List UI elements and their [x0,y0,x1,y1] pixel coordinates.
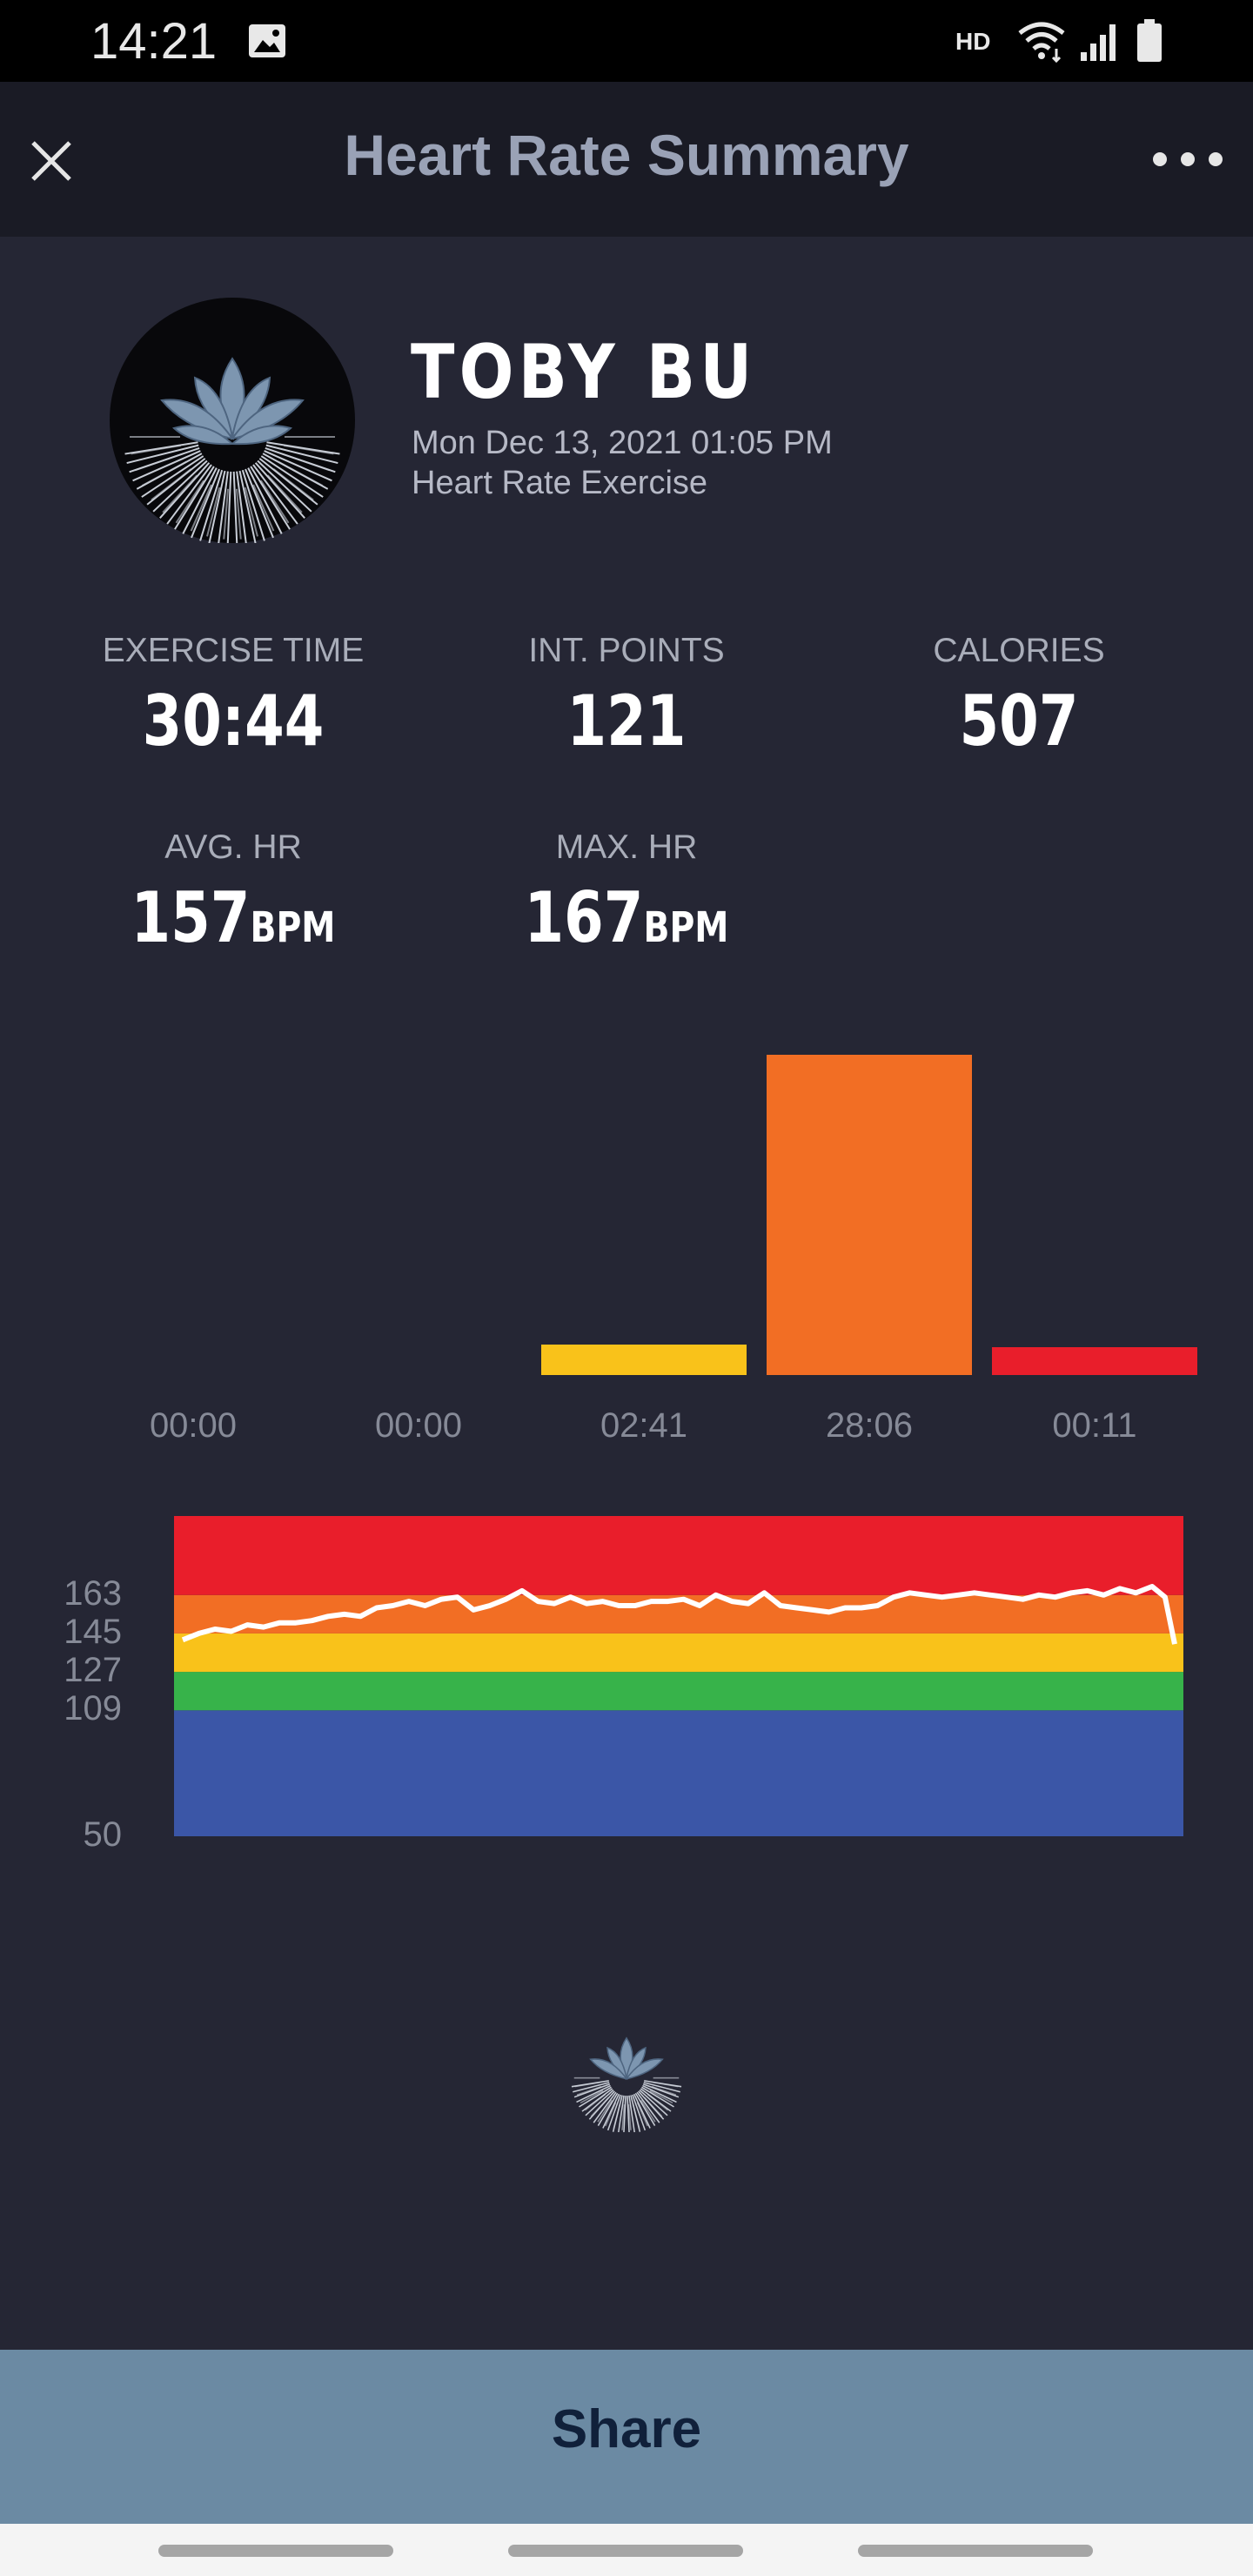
page-title: Heart Rate Summary [344,123,909,187]
avatar [110,298,355,546]
close-icon[interactable] [30,139,73,183]
signal-icon [1081,24,1116,61]
zone-bar [541,1344,747,1375]
calories-value: 507 [959,681,1079,761]
nav-recents-button[interactable] [158,2545,393,2557]
more-icon[interactable] [1150,150,1225,169]
hr-zone-band [174,1710,1183,1836]
user-name: TOBY BU [411,329,757,416]
exercise-type: Heart Rate Exercise [412,465,708,501]
int-points-label: INT. POINTS [528,632,725,669]
app-header [0,82,1253,237]
avg-hr-unit: BPM [250,903,336,952]
hr-y-tick: 109 [64,1689,122,1728]
network-label: HD [955,28,991,55]
zone-bar [992,1347,1197,1375]
hr-y-tick: 145 [64,1612,122,1651]
zone-time-label: 00:00 [149,1406,238,1445]
heart-rate-chart [174,1516,1183,1836]
hr-y-tick: 50 [83,1815,123,1854]
hr-series-line [181,1584,1177,1645]
battery-icon [1137,19,1162,62]
session-date: Mon Dec 13, 2021 01:05 PM [412,425,833,461]
lotus-icon [571,2036,682,2132]
share-button[interactable] [0,2350,1253,2524]
exercise-time-label: EXERCISE TIME [102,632,365,669]
nav-home-button[interactable] [508,2545,743,2557]
avg-hr-label: AVG. HR [164,828,302,866]
hr-y-tick: 127 [64,1651,122,1690]
hr-zone-band [174,1672,1183,1711]
hr-zone-band [174,1633,1183,1673]
max-hr-unit: BPM [643,903,729,952]
status-time: 14:21 [90,13,218,70]
zone-bar [767,1055,972,1375]
zone-time-label: 00:11 [1052,1406,1137,1445]
wifi-icon [1018,22,1065,63]
zone-time-label: 28:06 [825,1406,914,1445]
hr-y-tick: 163 [64,1573,122,1613]
image-icon [249,24,285,57]
zone-time-label: 02:41 [600,1406,688,1445]
avg-hr-value: 157BPM [131,877,336,958]
hr-zone-band [174,1516,1183,1595]
nav-back-button[interactable] [858,2545,1093,2557]
status-bar [0,0,1253,82]
int-points-value: 121 [566,681,687,761]
lotus-icon [124,357,340,546]
calories-label: CALORIES [933,632,1105,669]
zone-time-label: 00:00 [374,1406,463,1445]
max-hr-label: MAX. HR [555,828,698,866]
max-hr-value: 167BPM [524,877,729,958]
share-button-label[interactable]: Share [551,2399,702,2459]
exercise-time-value: 30:44 [142,681,325,761]
